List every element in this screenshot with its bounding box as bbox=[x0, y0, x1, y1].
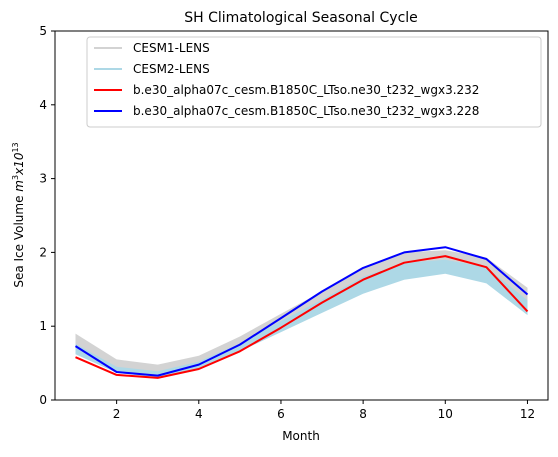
x-tick-label: 12 bbox=[520, 407, 535, 421]
y-tick-label: 2 bbox=[39, 245, 47, 259]
legend-box bbox=[86, 36, 542, 128]
legend-label-cesm2: CESM2-LENS bbox=[133, 62, 210, 76]
y-tick-label: 0 bbox=[39, 393, 47, 407]
lines-layer bbox=[74, 246, 529, 379]
y-tick-label: 4 bbox=[39, 98, 47, 112]
x-axis: 2 4 6 8 10 12 bbox=[113, 400, 535, 421]
plot-frame bbox=[54, 30, 549, 401]
y-axis: 0 1 2 3 4 5 bbox=[39, 24, 55, 407]
y-axis-label-m: m bbox=[12, 180, 26, 192]
plot-area bbox=[74, 246, 529, 379]
x-axis-label: Month bbox=[282, 429, 320, 443]
legend-label-cesm1: CESM1-LENS bbox=[133, 41, 210, 55]
y-axis-label-x: x10 bbox=[12, 152, 26, 176]
legend: CESM1-LENS CESM2-LENS b.e30_alpha07c_ces… bbox=[86, 36, 542, 128]
y-tick-label: 1 bbox=[39, 319, 47, 333]
x-tick-label: 6 bbox=[277, 407, 285, 421]
legend-label-run-228: b.e30_alpha07c_cesm.B1850C_LTso.ne30_t23… bbox=[133, 104, 479, 118]
y-tick-label: 3 bbox=[39, 172, 47, 186]
series-line-run-232 bbox=[75, 255, 529, 379]
y-axis-label: Sea Ice Volume m3x1013 bbox=[11, 142, 26, 287]
x-tick-label: 4 bbox=[195, 407, 203, 421]
y-tick-label: 5 bbox=[39, 24, 47, 38]
x-tick-label: 2 bbox=[113, 407, 121, 421]
y-axis-label-x-exp: 13 bbox=[11, 142, 20, 152]
y-axis-label-m-exp: 3 bbox=[11, 175, 20, 180]
band-cesm2-lens bbox=[75, 259, 528, 378]
x-tick-label: 10 bbox=[438, 407, 453, 421]
x-tick-label: 8 bbox=[359, 407, 367, 421]
series-line-run-228 bbox=[74, 246, 529, 377]
bands-layer bbox=[75, 250, 528, 378]
chart-title: SH Climatological Seasonal Cycle bbox=[184, 10, 418, 26]
legend-label-run-232: b.e30_alpha07c_cesm.B1850C_LTso.ne30_t23… bbox=[133, 83, 479, 97]
y-axis-label-text: Sea Ice Volume bbox=[12, 192, 26, 288]
